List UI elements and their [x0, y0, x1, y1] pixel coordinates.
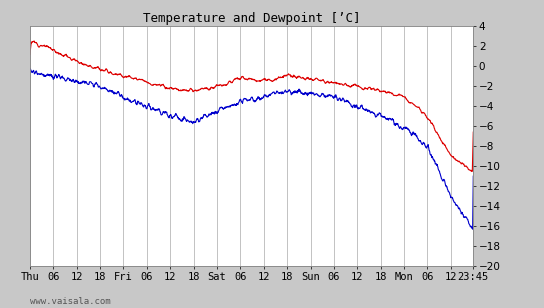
Title: Temperature and Dewpoint [’C]: Temperature and Dewpoint [’C]: [143, 12, 360, 25]
Text: www.vaisala.com: www.vaisala.com: [30, 298, 110, 306]
